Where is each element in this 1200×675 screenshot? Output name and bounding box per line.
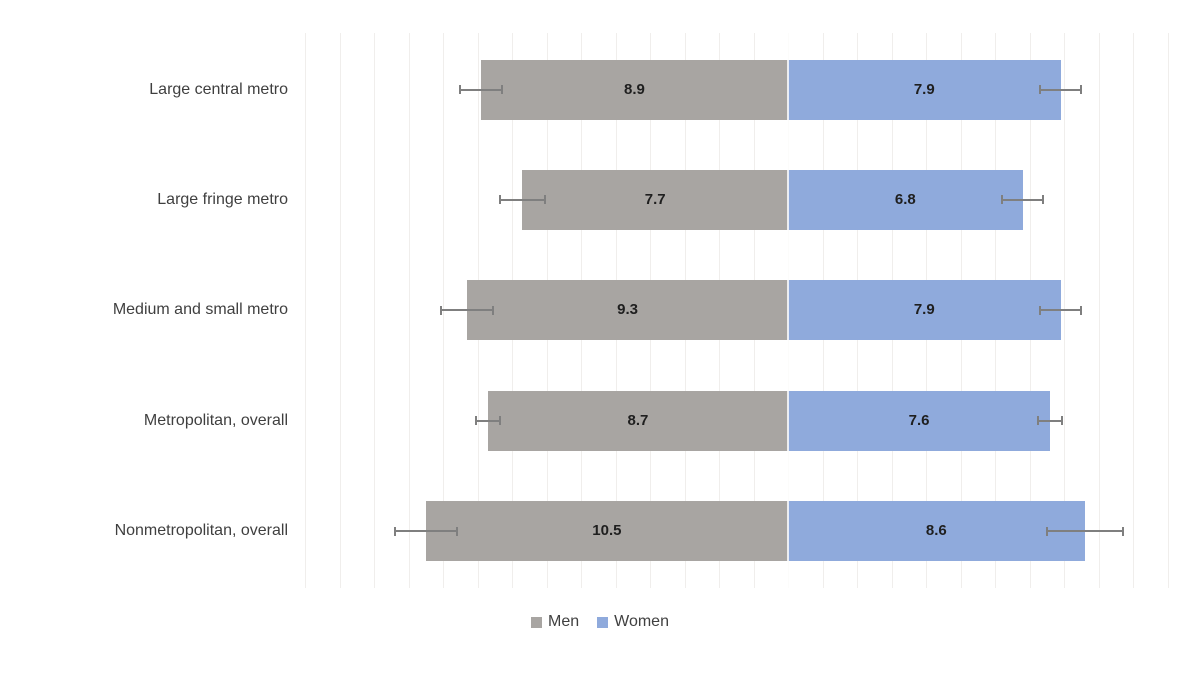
men-bar-value-label: 8.9 xyxy=(624,80,645,98)
vertical-gridline xyxy=(1098,33,1100,588)
legend-label-men: Men xyxy=(548,613,580,630)
error-bar-line xyxy=(1038,419,1063,422)
men-bar xyxy=(467,280,788,341)
error-bar-line xyxy=(394,530,457,533)
error-bar-line xyxy=(1001,198,1044,201)
error-bar-line xyxy=(475,419,500,422)
men-bar-value-label: 8.7 xyxy=(627,411,649,429)
center-axis-line xyxy=(787,33,789,588)
category-label: Large fringe metro xyxy=(157,190,288,208)
error-bar-line xyxy=(499,198,545,201)
error-bar-line xyxy=(460,88,502,91)
chart-legend: Men Women xyxy=(0,610,1200,634)
error-bar-cap xyxy=(1000,195,1003,205)
men-bar xyxy=(425,501,788,562)
error-bar-cap xyxy=(543,195,546,205)
error-bar-cap xyxy=(1121,526,1124,536)
men-bar-value-label: 7.7 xyxy=(644,190,666,208)
vertical-gridline xyxy=(1133,33,1134,588)
women-bar xyxy=(788,59,1061,120)
category-label: Nonmetropolitan, overall xyxy=(114,522,288,540)
men-bar xyxy=(480,59,788,120)
women-bar-value-label: 7.6 xyxy=(908,411,930,429)
error-bar-cap xyxy=(1037,416,1040,426)
error-bar-cap xyxy=(1080,305,1083,315)
error-bar-line xyxy=(441,309,494,312)
men-bar xyxy=(522,169,788,230)
error-bar-cap xyxy=(492,305,495,315)
plot-area: 8.9 7.9 7.7 6.8 9.3 7.9 8.7 7.6 10.5 8.6 xyxy=(305,33,1169,588)
vertical-gridline xyxy=(1167,33,1169,588)
vertical-gridline xyxy=(339,33,341,588)
error-bar-cap xyxy=(393,526,396,536)
women-bar xyxy=(788,169,1023,230)
error-bar-cap xyxy=(500,85,503,94)
women-bar xyxy=(788,280,1061,341)
error-bar-cap xyxy=(1042,195,1045,205)
legend-entry-women: Women xyxy=(597,613,669,631)
legend-label-women: Women xyxy=(614,613,669,630)
women-bar-value-label: 8.6 xyxy=(925,522,947,540)
legend-entry-men: Men xyxy=(531,613,579,631)
women-bar-value-label: 7.9 xyxy=(913,301,935,319)
women-bar-value-label: 7.9 xyxy=(913,80,935,98)
error-bar-cap xyxy=(498,195,501,205)
error-bar-cap xyxy=(1045,526,1048,536)
men-bar-value-label: 9.3 xyxy=(617,301,638,319)
category-label: Large central metro xyxy=(149,80,288,98)
error-bar-cap xyxy=(455,526,458,536)
women-bar xyxy=(788,390,1051,451)
vertical-gridline xyxy=(408,33,410,588)
error-bar-cap xyxy=(1061,416,1064,426)
error-bar-cap xyxy=(498,416,501,426)
error-bar-cap xyxy=(440,305,443,315)
error-bar-line xyxy=(1039,309,1082,312)
error-bar-line xyxy=(1046,530,1123,533)
category-label: Medium and small metro xyxy=(112,301,288,319)
error-bar-cap xyxy=(474,416,477,426)
men-color-swatch xyxy=(531,616,543,628)
error-bar-line xyxy=(1039,88,1082,91)
men-bar xyxy=(487,390,788,451)
error-bar-cap xyxy=(1080,85,1083,94)
error-bar-cap xyxy=(459,85,462,94)
women-color-swatch xyxy=(597,616,609,628)
men-bar-value-label: 10.5 xyxy=(592,522,622,540)
category-label: Metropolitan, overall xyxy=(143,411,288,429)
error-bar-cap xyxy=(1038,305,1041,315)
vertical-gridline xyxy=(374,33,375,588)
error-bar-cap xyxy=(1038,85,1041,94)
women-bar-value-label: 6.8 xyxy=(894,190,916,208)
vertical-gridline xyxy=(305,33,306,588)
women-bar xyxy=(788,501,1085,562)
